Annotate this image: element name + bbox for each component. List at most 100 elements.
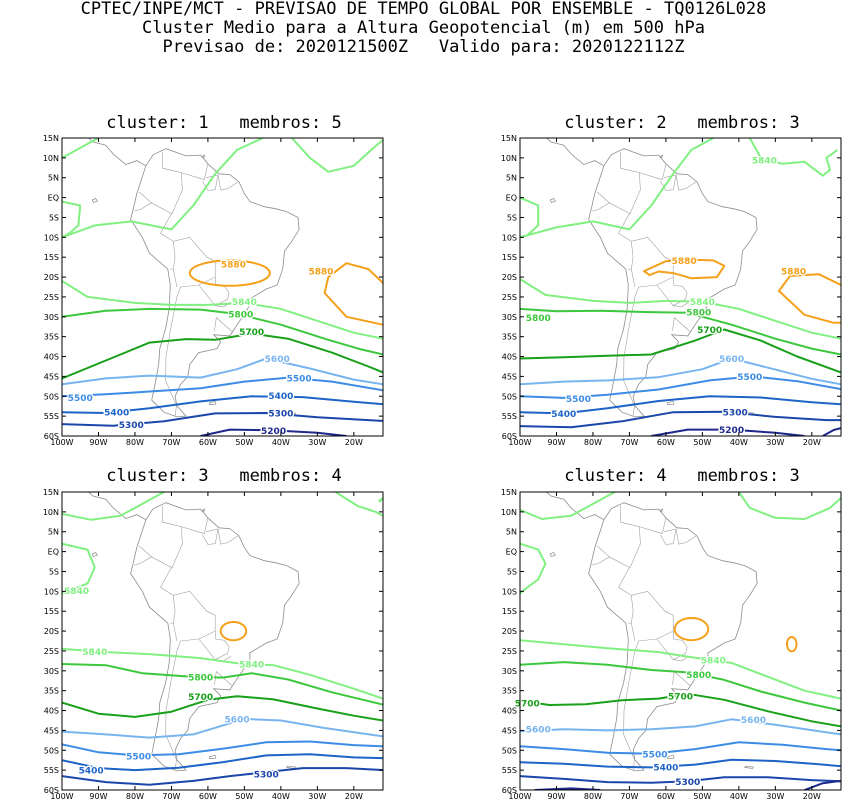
island-outline	[659, 154, 664, 158]
contour-label: 5700	[188, 693, 213, 703]
geopotential-map-3: 5840 5840 5840 5800 5700 5600 5500 5400 5300 15N 1…	[43, 488, 384, 801]
contour-label: 5700	[515, 699, 540, 709]
contour-label: 5400	[551, 410, 576, 420]
geopotential-contour	[643, 258, 726, 280]
lat-tick-label: EQ	[506, 194, 517, 203]
contour-label: 5500	[566, 395, 591, 405]
contour-label: 5880	[308, 268, 333, 278]
country-border	[134, 191, 152, 212]
lat-tick-label: 15N	[501, 134, 517, 143]
map-panel-cluster-4: 5840 5800 5700 5700 5600 5600 5500 5400 5300 15N 1…	[488, 487, 847, 801]
contour-label: 5200	[719, 426, 744, 436]
geopotential-contour	[188, 259, 271, 287]
contour-label: 5500	[287, 374, 312, 384]
island-outline	[549, 197, 556, 203]
country-border	[609, 202, 632, 242]
contour-label: 5600	[265, 355, 290, 365]
geopotential-contour	[378, 497, 383, 503]
country-border	[172, 236, 216, 288]
lon-tick-label: 40W	[730, 438, 748, 445]
contour-label: 5800	[686, 671, 711, 681]
map-panel-cluster-2: 5840 5880 5880 5840 5800 5800 5700 5600 5500 5500…	[488, 133, 847, 447]
lat-tick-label: EQ	[48, 194, 59, 203]
lat-tick-label: EQ	[506, 548, 517, 557]
geopotential-contour	[738, 492, 841, 520]
central-america-coastline	[545, 492, 605, 521]
lat-tick-label: 5N	[48, 174, 59, 183]
lat-tick-label: 55S	[502, 766, 517, 775]
contour-label: 5840	[752, 156, 777, 166]
lon-tick-label: 80W	[126, 792, 144, 799]
lat-tick-label: 50S	[44, 392, 59, 401]
contour-label: 5200	[261, 427, 286, 437]
lat-tick-label: 5N	[506, 174, 517, 183]
lon-tick-label: 80W	[126, 438, 144, 445]
lat-tick-label: 30S	[502, 667, 517, 676]
lat-tick-label: 60S	[44, 432, 59, 441]
country-border	[660, 528, 677, 545]
lon-tick-label: 60W	[199, 792, 217, 799]
contour-label: 5400	[653, 763, 678, 773]
geopotential-contour	[62, 357, 383, 386]
lat-tick-label: 15S	[502, 607, 517, 616]
geopotential-contour	[520, 410, 841, 429]
lat-tick-label: 15S	[44, 253, 59, 262]
lat-tick-label: 10S	[44, 587, 59, 596]
lon-tick-label: 90W	[547, 438, 565, 445]
lon-tick-label: 60W	[657, 438, 675, 445]
lat-tick-label: 55S	[502, 412, 517, 421]
contour-label: 5880	[672, 257, 697, 267]
island-outline	[91, 551, 98, 557]
lon-tick-label: 70W	[620, 438, 638, 445]
lon-tick-label: 20W	[345, 438, 363, 445]
lon-tick-label: 30W	[308, 438, 326, 445]
country-border	[639, 517, 667, 535]
lat-tick-label: 5S	[507, 213, 517, 222]
lon-tick-label: 100W	[508, 792, 531, 799]
lat-tick-label: 60S	[502, 432, 517, 441]
contour-label: 5880	[781, 268, 806, 278]
country-border	[630, 236, 674, 288]
country-border	[202, 528, 219, 545]
lat-tick-label: 30S	[502, 313, 517, 322]
lat-tick-label: 55S	[44, 412, 59, 421]
country-border	[206, 528, 239, 545]
country-border	[623, 640, 639, 771]
lat-tick-label: 15N	[43, 134, 59, 143]
contour-label: 5800	[686, 309, 711, 319]
lat-tick-label: 15S	[44, 607, 59, 616]
lat-tick-label: 45S	[502, 726, 517, 735]
lat-tick-label: 10N	[501, 154, 517, 163]
contour-label: 5840	[690, 298, 715, 308]
country-border	[198, 631, 230, 661]
lat-tick-label: 5N	[48, 528, 59, 537]
geopotential-contour	[822, 427, 841, 436]
geopotential-map-2: 5840588058805840580058005700560055005500…	[501, 134, 842, 447]
geopotential-contour	[62, 767, 383, 786]
country-border	[592, 545, 610, 566]
lat-tick-label: 10S	[44, 233, 59, 242]
geopotential-contour	[520, 328, 841, 374]
geopotential-contour	[62, 138, 264, 239]
lat-tick-label: 25S	[502, 293, 517, 302]
country-border	[630, 590, 674, 642]
country-border	[172, 590, 216, 642]
geopotential-contour	[520, 307, 841, 356]
contour-label: 5400	[79, 767, 104, 777]
geopotential-contour	[520, 357, 841, 386]
geopotential-contour	[62, 280, 383, 340]
geopotential-contour	[62, 647, 383, 700]
country-border	[609, 556, 632, 596]
lon-tick-label: 100W	[50, 792, 73, 799]
lat-tick-label: 5S	[49, 567, 59, 576]
lon-tick-label: 40W	[272, 438, 290, 445]
lat-tick-label: 35S	[44, 687, 59, 696]
country-border	[673, 655, 690, 662]
contour-label: 5600	[741, 716, 766, 726]
geopotential-contour	[62, 492, 165, 521]
contour-label: 5880	[221, 260, 246, 270]
island-outline	[666, 400, 675, 405]
lon-tick-label: 40W	[730, 792, 748, 799]
lon-tick-label: 20W	[345, 792, 363, 799]
contour-label: 5840	[82, 648, 107, 658]
